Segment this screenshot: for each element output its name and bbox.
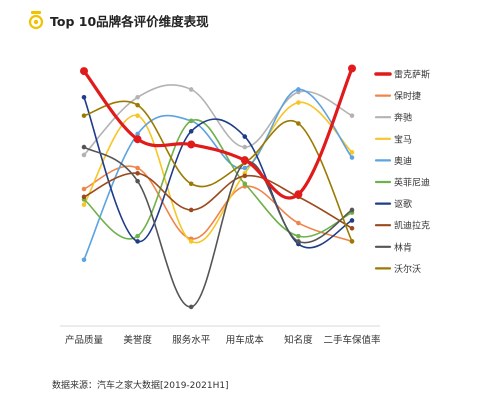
data-point bbox=[240, 156, 249, 165]
data-point bbox=[296, 233, 301, 239]
data-point bbox=[133, 135, 142, 144]
data-point bbox=[242, 165, 248, 171]
source-note: 数据来源：汽车之家大数据[2019-2021H1] bbox=[52, 381, 229, 391]
x-tick-label: 用车成本 bbox=[226, 334, 265, 346]
data-point bbox=[81, 95, 87, 100]
legend-item: 奔驰 bbox=[374, 112, 412, 124]
legend-label: 讴歌 bbox=[394, 198, 412, 210]
series-8 bbox=[81, 170, 355, 231]
data-point bbox=[135, 131, 140, 137]
series-7 bbox=[81, 95, 355, 249]
data-point bbox=[188, 118, 194, 124]
data-point bbox=[349, 239, 355, 244]
legend-item: 宝马 bbox=[374, 133, 412, 145]
data-point bbox=[349, 207, 355, 213]
data-point bbox=[135, 170, 140, 176]
data-point bbox=[349, 226, 355, 231]
data-point bbox=[135, 102, 140, 108]
data-point bbox=[81, 194, 87, 200]
legend-item: 奥迪 bbox=[374, 155, 412, 167]
chart-title: Top 10品牌各评价维度表现 bbox=[50, 13, 209, 29]
x-tick-label: 二手车保值率 bbox=[323, 334, 381, 346]
data-point bbox=[349, 150, 355, 155]
data-point bbox=[242, 144, 248, 150]
legend-label: 凯迪拉克 bbox=[394, 220, 430, 232]
data-point bbox=[348, 64, 356, 73]
legend-label: 奥迪 bbox=[394, 155, 412, 167]
chart-header: Top 10品牌各评价维度表现 bbox=[28, 6, 209, 34]
data-point bbox=[135, 233, 140, 239]
medal-icon bbox=[28, 11, 44, 30]
data-point bbox=[349, 218, 355, 223]
data-point bbox=[135, 95, 140, 100]
legend-item: 雷克萨斯 bbox=[374, 69, 430, 81]
x-tick-label: 产品质量 bbox=[65, 334, 104, 346]
legend-item: 林肯 bbox=[374, 241, 412, 253]
x-tick-label: 服务水平 bbox=[172, 334, 211, 346]
legend-label: 保时捷 bbox=[394, 90, 421, 102]
data-point bbox=[135, 113, 140, 118]
data-point bbox=[349, 155, 355, 160]
data-point bbox=[296, 220, 301, 226]
data-point bbox=[296, 121, 301, 126]
series-line bbox=[83, 84, 353, 156]
data-point bbox=[81, 186, 87, 192]
data-point bbox=[349, 113, 355, 118]
series-1 bbox=[80, 64, 356, 200]
data-point bbox=[188, 129, 194, 134]
legend-label: 林肯 bbox=[394, 241, 412, 253]
legend-label: 沃尔沃 bbox=[394, 263, 421, 275]
data-point bbox=[80, 67, 88, 76]
data-point bbox=[188, 207, 194, 213]
data-point bbox=[135, 165, 140, 171]
legend-item: 保时捷 bbox=[374, 90, 421, 102]
data-point bbox=[242, 173, 248, 179]
data-point bbox=[81, 113, 87, 118]
data-point bbox=[294, 190, 303, 199]
data-point bbox=[81, 144, 87, 150]
data-point bbox=[296, 100, 301, 105]
data-point bbox=[296, 87, 301, 92]
data-point bbox=[188, 239, 194, 244]
legend-item: 讴歌 bbox=[374, 198, 412, 210]
data-point bbox=[187, 140, 196, 149]
data-point bbox=[135, 178, 140, 184]
legend-item: 沃尔沃 bbox=[374, 263, 421, 275]
legend-item: 英菲尼迪 bbox=[374, 177, 430, 189]
data-point bbox=[81, 152, 87, 158]
data-point bbox=[242, 181, 248, 187]
data-point bbox=[188, 181, 194, 187]
data-point bbox=[188, 87, 194, 92]
legend-label: 宝马 bbox=[394, 133, 412, 145]
data-point bbox=[135, 239, 140, 244]
data-point bbox=[81, 202, 87, 208]
legend-label: 奔驰 bbox=[394, 112, 412, 124]
series-line bbox=[82, 66, 354, 200]
data-point bbox=[81, 257, 87, 263]
series-3 bbox=[81, 84, 355, 158]
legend-label: 英菲尼迪 bbox=[394, 177, 430, 189]
x-tick-label: 美誉度 bbox=[123, 334, 152, 346]
x-tick-label: 知名度 bbox=[284, 334, 313, 346]
legend-label: 雷克萨斯 bbox=[394, 69, 430, 81]
data-point bbox=[188, 304, 194, 310]
series-line bbox=[83, 172, 353, 230]
data-point bbox=[242, 134, 248, 139]
data-point bbox=[296, 239, 301, 244]
legend-item: 凯迪拉克 bbox=[374, 220, 430, 232]
